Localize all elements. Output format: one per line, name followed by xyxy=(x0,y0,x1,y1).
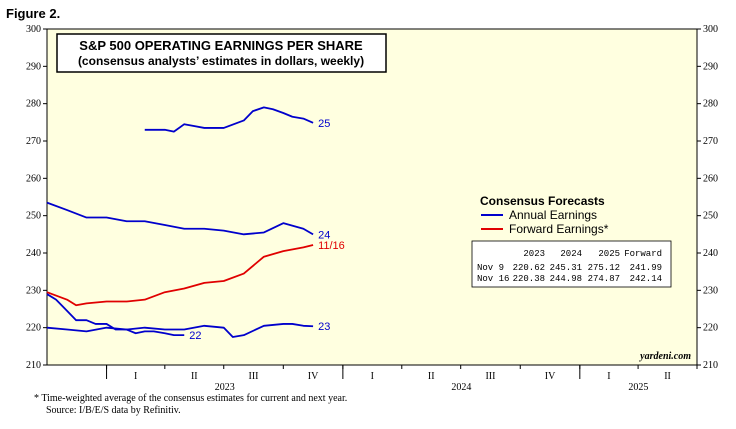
chart-subtitle: (consensus analysts’ estimates in dollar… xyxy=(78,54,364,68)
x-quarter-label: I xyxy=(134,371,137,382)
y-tick-label-left: 240 xyxy=(26,248,41,259)
table-cell: 274.87 xyxy=(588,274,620,284)
table-header: 2024 xyxy=(560,249,582,259)
legend-title: Consensus Forecasts xyxy=(480,194,605,208)
y-tick-label-left: 280 xyxy=(26,99,41,110)
y-tick-label-right: 240 xyxy=(703,248,718,259)
y-tick-label-right: 270 xyxy=(703,136,718,147)
y-tick-label-right: 290 xyxy=(703,61,718,72)
table-cell: 245.31 xyxy=(550,263,582,273)
y-tick-label-left: 250 xyxy=(26,211,41,222)
series-line-25 xyxy=(144,106,314,133)
table-cell: 241.99 xyxy=(630,263,662,273)
y-tick-label-right: 300 xyxy=(703,24,718,35)
legend-item-label: Annual Earnings xyxy=(509,208,597,222)
source-credit: yardeni.com xyxy=(639,351,691,362)
chart-title: S&P 500 OPERATING EARNINGS PER SHARE xyxy=(79,38,363,53)
y-tick-label-left: 230 xyxy=(26,285,41,296)
x-year-label: 2024 xyxy=(451,382,471,393)
y-tick-label-right: 210 xyxy=(703,360,718,371)
axis-ticks: 210 210 220 220 230 230 240 240 250 250 260 260 270 2… xyxy=(26,24,718,393)
plot-area xyxy=(46,28,698,366)
y-tick-label-right: 260 xyxy=(703,173,718,184)
x-quarter-label: I xyxy=(607,371,610,382)
x-quarter-label: III xyxy=(249,371,259,382)
figure-label: Figure 2. xyxy=(6,6,61,21)
y-tick-label-right: 280 xyxy=(703,99,718,110)
y-tick-label-right: 250 xyxy=(703,211,718,222)
table-header: 2023 xyxy=(523,249,545,259)
series-end-label: 22 xyxy=(189,330,201,342)
y-tick-label-left: 300 xyxy=(26,24,41,35)
footnote-source: Source: I/B/E/S data by Refinitiv. xyxy=(46,405,181,416)
series-line-24 xyxy=(46,201,314,236)
series-line-22 xyxy=(46,293,185,337)
table-cell: 220.38 xyxy=(513,274,545,284)
y-tick-label-left: 290 xyxy=(26,61,41,72)
x-year-label: 2023 xyxy=(215,382,235,393)
series-end-label: 23 xyxy=(318,321,330,333)
title-box: S&P 500 OPERATING EARNINGS PER SHARE (co… xyxy=(56,33,387,73)
table-header: Forward xyxy=(624,249,662,259)
table-cell: 220.62 xyxy=(513,263,545,273)
x-quarter-label: IV xyxy=(308,371,319,382)
y-tick-label-right: 220 xyxy=(703,323,718,334)
table-cell: 242.14 xyxy=(630,274,662,284)
table-cell: 275.12 xyxy=(588,263,620,273)
legend-item-label: Forward Earnings* xyxy=(509,222,609,236)
x-quarter-label: III xyxy=(485,371,495,382)
x-quarter-label: II xyxy=(428,371,435,382)
footnotes: * Time-weighted average of the consensus… xyxy=(34,393,347,417)
series-line-11-16 xyxy=(46,244,314,307)
y-tick-label-left: 210 xyxy=(26,360,41,371)
table-header: 2025 xyxy=(598,249,620,259)
table-row-label: Nov 16 xyxy=(477,274,509,284)
x-quarter-label: II xyxy=(191,371,198,382)
consensus-table: 2023 2024 2025 Forward Nov 9 220.62 245.31 275.… xyxy=(471,240,672,288)
y-tick-label-left: 260 xyxy=(26,173,41,184)
x-quarter-label: I xyxy=(371,371,374,382)
series-end-label: 25 xyxy=(318,118,330,130)
table-cell: 244.98 xyxy=(550,274,582,284)
series-line-23 xyxy=(46,323,314,338)
y-tick-label-left: 220 xyxy=(26,323,41,334)
footnote-asterisk: * Time-weighted average of the consensus… xyxy=(34,393,348,404)
x-quarter-label: II xyxy=(664,371,671,382)
y-tick-label-right: 230 xyxy=(703,285,718,296)
table-border xyxy=(471,240,672,288)
x-year-label: 2025 xyxy=(628,382,648,393)
series-end-label: 24 xyxy=(318,229,330,241)
x-quarter-label: IV xyxy=(545,371,556,382)
table-row-label: Nov 9 xyxy=(477,263,504,273)
series-end-label: 11/16 xyxy=(318,240,345,252)
title-border xyxy=(56,33,387,73)
y-tick-label-left: 270 xyxy=(26,136,41,147)
